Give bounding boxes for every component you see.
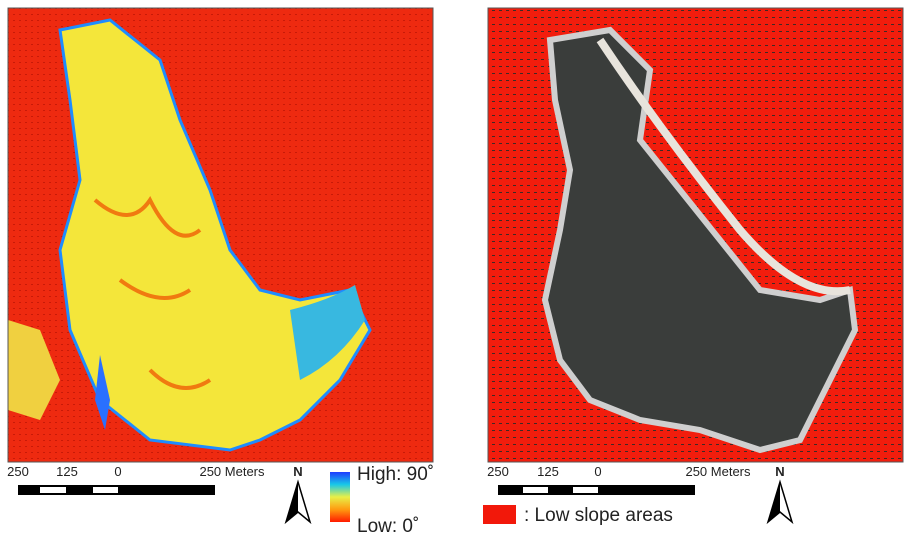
scale-label: 0 (594, 464, 601, 479)
north-label: N (775, 464, 784, 479)
figure: 250 125 0 250 Meters N High: 90˚ Low: 0˚… (0, 0, 904, 544)
scale-label: 250 (487, 464, 509, 479)
slope-map (8, 8, 433, 462)
scale-label: 0 (114, 464, 121, 479)
scale-label: 125 (56, 464, 78, 479)
legend-ramp (330, 472, 350, 522)
low-slope-map (488, 8, 903, 462)
scale-label: 250 (7, 464, 29, 479)
scale-bar: 250 125 0 250 Meters (487, 464, 751, 495)
legend-swatch (483, 505, 516, 524)
north-label: N (293, 464, 302, 479)
scale-bar: 250 125 0 250 Meters (7, 464, 265, 495)
legend-high: High: 90˚ (357, 464, 434, 485)
legend-low: Low: 0˚ (357, 516, 419, 537)
scale-label: 250 Meters (685, 464, 751, 479)
scale-label: 250 Meters (199, 464, 265, 479)
scale-label: 125 (537, 464, 559, 479)
legend-label: : Low slope areas (524, 505, 673, 526)
